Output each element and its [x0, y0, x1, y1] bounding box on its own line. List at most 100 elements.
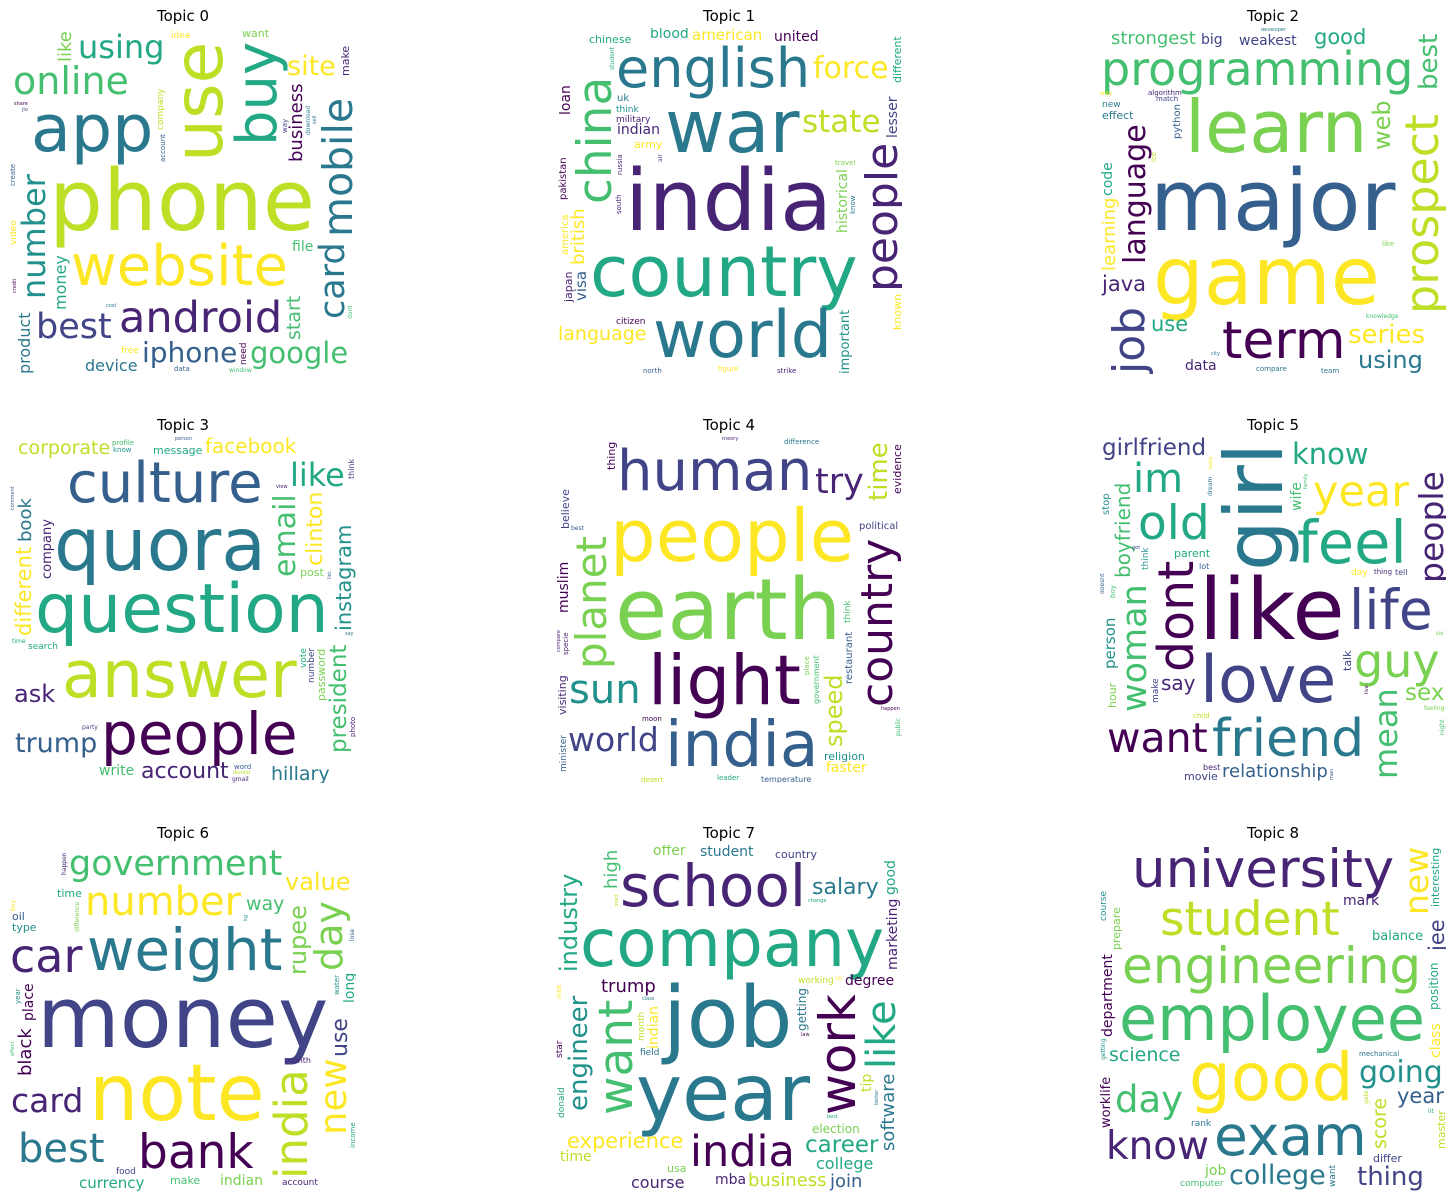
cloud-word: citizen — [616, 317, 646, 327]
cloud-word: gate — [1363, 1090, 1370, 1104]
cloud-word: start — [614, 894, 620, 906]
cloud-word: think — [616, 105, 639, 115]
cloud-word: happen — [881, 706, 900, 712]
cloud-word: earth — [615, 561, 842, 660]
cloud-word: post — [300, 566, 324, 579]
cloud-word: like — [1382, 240, 1395, 248]
cloud-word: desert — [641, 776, 664, 784]
cloud-word: good — [883, 860, 899, 895]
cloud-word: year — [1397, 1084, 1444, 1108]
cloud-word: currency — [79, 1174, 145, 1191]
cloud-word: number — [15, 174, 53, 299]
word-cloud: phone website use app buy android mobile number… — [10, 28, 356, 374]
cloud-word: feel — [1297, 508, 1407, 577]
cloud-word: developer — [1261, 28, 1287, 33]
cloud-word: file — [292, 239, 314, 255]
cloud-word: day — [307, 901, 351, 971]
cloud-word: department — [1100, 954, 1116, 1037]
cloud-word: programming — [1101, 42, 1414, 96]
cloud-word: know — [1292, 437, 1369, 471]
cloud-word: field — [640, 1048, 660, 1058]
cloud-word: series — [1348, 320, 1425, 350]
cloud-word: doesnt — [1100, 573, 1106, 594]
word-cloud: money note weight india number bank car governm… — [10, 845, 356, 1191]
cloud-word: vote — [299, 648, 309, 668]
cloud-word: place — [803, 656, 811, 675]
cloud-word: college — [1229, 1160, 1326, 1191]
cloud-word: visa — [556, 984, 563, 999]
cloud-word: online — [13, 59, 129, 103]
topic-panel: Topic 1 india war country world english state c… — [556, 4, 902, 374]
cloud-word: america — [560, 214, 571, 255]
cloud-word: experience — [567, 1129, 684, 1153]
topic-panel: Topic 0 phone website use app buy android mobil… — [10, 4, 356, 374]
cloud-word: type — [12, 921, 37, 934]
cloud-word: high — [601, 849, 622, 889]
cloud-word: university — [1132, 845, 1395, 900]
cloud-word: photo — [349, 716, 356, 737]
cloud-word: country — [590, 231, 858, 313]
cloud-word: year — [636, 1049, 811, 1139]
cloud-word: black — [15, 1028, 36, 1076]
cloud-word: friend — [1212, 709, 1365, 769]
cloud-word: kid — [1436, 631, 1444, 637]
cloud-word: prepare — [1110, 907, 1123, 950]
cloud-word: career — [805, 1132, 879, 1158]
word-cloud: question quora answer people culture account f… — [10, 437, 356, 783]
cloud-word: company — [156, 88, 166, 130]
word-cloud: india war country world english state china peo… — [556, 28, 902, 374]
cloud-word: know — [113, 446, 132, 454]
cloud-word: exam — [1214, 1104, 1367, 1168]
cloud-word: web — [1368, 100, 1396, 150]
cloud-word: better — [874, 1089, 880, 1105]
cloud-word: government — [69, 845, 283, 884]
cloud-word: knowledge — [1366, 313, 1399, 320]
cloud-word: world — [653, 298, 832, 373]
cloud-word: dont — [1148, 560, 1205, 672]
cloud-word: new — [312, 1058, 355, 1135]
cloud-word: known — [891, 293, 902, 330]
cloud-word: java — [1102, 272, 1146, 296]
cloud-word: thing — [1374, 568, 1393, 576]
cloud-word: effect — [1102, 109, 1134, 122]
topic-title: Topic 4 — [702, 416, 756, 434]
cloud-word: code — [1100, 162, 1116, 196]
cloud-word: software — [878, 1073, 899, 1151]
cloud-word: people — [610, 494, 855, 578]
topic-panel: Topic 8 employee good engineering student exa… — [1100, 821, 1446, 1191]
cloud-word: profile — [112, 439, 135, 447]
cloud-word: month — [637, 1011, 647, 1041]
cloud-word: buy — [225, 41, 290, 146]
cloud-word: term — [1222, 311, 1346, 371]
cloud-word: compare — [1256, 365, 1287, 373]
cloud-word: old — [1138, 496, 1210, 551]
cloud-word: president — [326, 644, 352, 753]
cloud-word: people — [101, 700, 298, 768]
cloud-word: time — [864, 442, 894, 501]
cloud-word: use — [328, 1018, 353, 1057]
cloud-word: prospect — [1395, 113, 1446, 314]
cloud-word: student — [700, 845, 754, 860]
topic-panel: Topic 2 major game learn programming term lang… — [1100, 4, 1446, 374]
cloud-word: business — [748, 1170, 827, 1191]
cloud-word: marketing — [885, 898, 901, 970]
cloud-word: using — [1358, 346, 1423, 374]
cloud-word: public — [895, 717, 902, 736]
cloud-word: difference — [784, 438, 820, 446]
cloud-word: girl — [1208, 442, 1301, 571]
cloud-word: leader — [717, 774, 740, 782]
cloud-word: election — [812, 1122, 860, 1136]
cloud-word: minister — [559, 735, 569, 772]
cloud-word: class — [1428, 1023, 1444, 1058]
word-cloud: like girl love feel life friend dont old guy woma… — [1100, 437, 1446, 783]
cloud-word: parent — [1174, 547, 1211, 560]
topic-panel: Topic 4 earth people light india human planet c… — [556, 413, 902, 783]
cloud-word: corporate — [18, 437, 111, 459]
cloud-word: product — [15, 312, 34, 374]
cloud-word: best — [571, 525, 584, 532]
cloud-word: day — [1351, 568, 1368, 578]
topic-title: Topic 5 — [1246, 416, 1300, 434]
word-cloud: employee good engineering student exam univer… — [1100, 845, 1446, 1191]
cloud-word: state — [802, 104, 881, 140]
cloud-word: faster — [826, 760, 867, 776]
